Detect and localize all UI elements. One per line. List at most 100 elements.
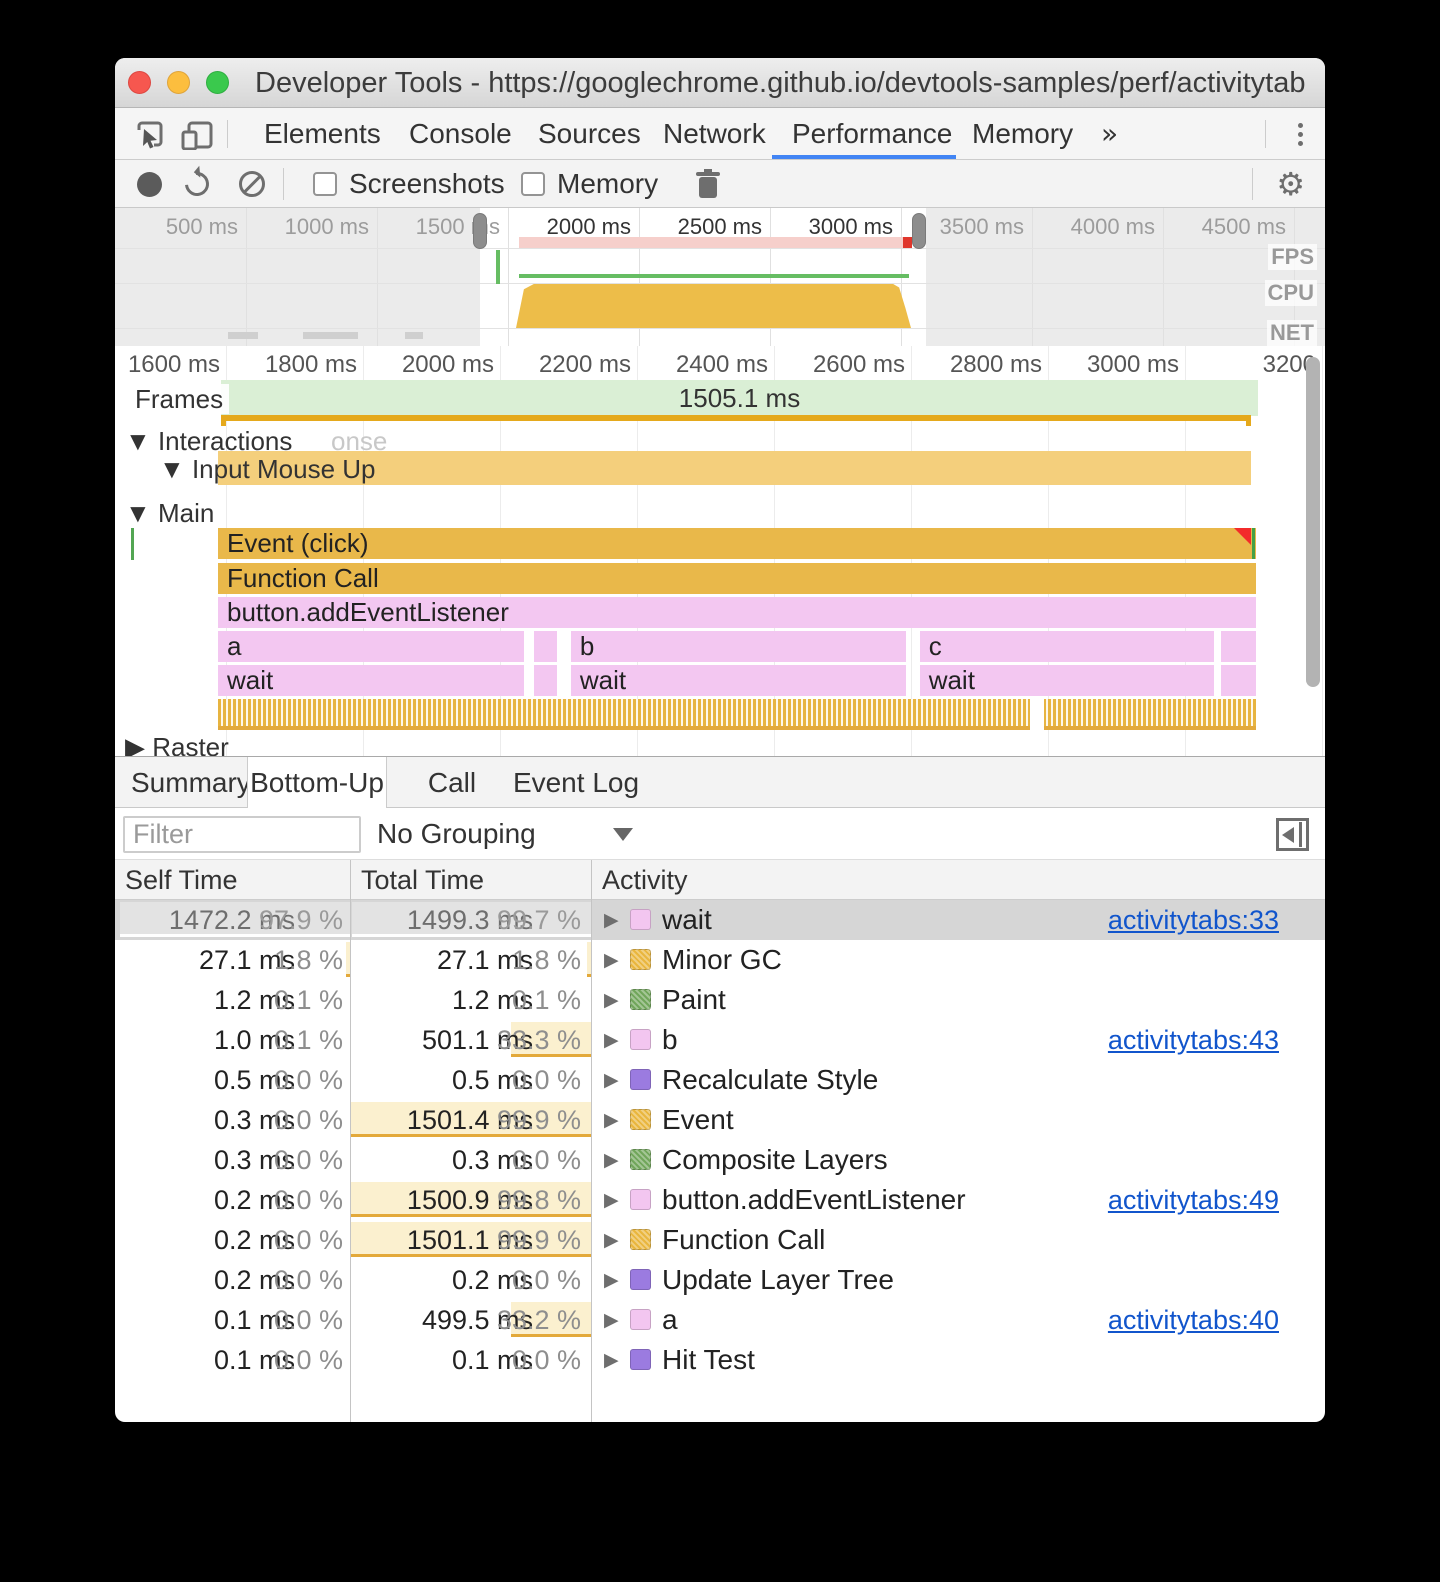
memory-label[interactable]: Memory: [557, 168, 659, 199]
tab-network[interactable]: Network: [663, 118, 766, 149]
time-percent: 0.0 %: [511, 1145, 581, 1175]
flame-row-event[interactable]: Event (click): [218, 528, 1256, 559]
filter-input[interactable]: [123, 816, 361, 853]
source-location-link[interactable]: activitytabs:33: [1107, 905, 1279, 935]
trash-icon[interactable]: [695, 169, 721, 204]
timeline-overview[interactable]: 500 ms 1000 ms 1500 ms 2000 ms 2500 ms 3000 m…: [115, 208, 1325, 346]
selection-handle-left[interactable]: [473, 213, 487, 249]
more-tabs-chevron[interactable]: »: [1101, 117, 1119, 150]
tab-elements[interactable]: Elements: [264, 118, 381, 149]
tab-performance[interactable]: Performance: [792, 118, 953, 149]
flame-chart-pane[interactable]: 1600 ms 1800 ms 2000 ms 2200 ms 2400 ms 2600 …: [115, 346, 1325, 756]
screenshots-checkbox[interactable]: [313, 172, 337, 196]
expand-arrow-icon[interactable]: ▶: [604, 1309, 619, 1331]
activity-cell: ▶ Paint: [592, 980, 1325, 1020]
close-window-button[interactable]: [128, 71, 151, 94]
input-mouse-up-label[interactable]: ▼ Input Mouse Up: [159, 454, 376, 484]
source-location-link[interactable]: activitytabs:49: [1107, 1185, 1279, 1215]
show-sidebar-icon[interactable]: [1276, 818, 1309, 851]
flame-row-wait[interactable]: wait wait wait: [218, 665, 1256, 696]
expand-arrow-icon[interactable]: ▶: [604, 909, 619, 931]
source-location-link[interactable]: activitytabs:40: [1107, 1305, 1279, 1335]
flame-segment[interactable]: wait: [218, 665, 525, 696]
tab-memory[interactable]: Memory: [972, 118, 1074, 149]
selection-handle-right[interactable]: [912, 213, 926, 249]
table-row[interactable]: 1472.2 ms 97.9 % 1499.3 ms 99.7 % ▶ wait activ…: [115, 900, 1325, 940]
tab-sources[interactable]: Sources: [538, 118, 641, 149]
source-location-link[interactable]: activitytabs:43: [1107, 1025, 1279, 1055]
time-value: 499.5 ms: [421, 1305, 533, 1335]
time-percent: 99.8 %: [496, 1185, 581, 1215]
table-row[interactable]: 1.2 ms 0.1 % 1.2 ms 0.1 % ▶ Paint: [115, 980, 1325, 1020]
devtools-menu-icon[interactable]: [1298, 123, 1303, 150]
table-row[interactable]: 0.3 ms 0.0 % 0.3 ms 0.0 % ▶ Composite Layers: [115, 1140, 1325, 1180]
flame-segment[interactable]: [1220, 631, 1256, 662]
expand-arrow-icon[interactable]: ▶: [604, 1269, 619, 1291]
grouping-select[interactable]: No Grouping: [377, 818, 536, 849]
input-mouse-up-bar[interactable]: [218, 451, 1251, 485]
table-row[interactable]: 0.3 ms 0.0 % 1501.4 ms 99.9 % ▶ Event: [115, 1100, 1325, 1140]
flame-segment[interactable]: [1220, 665, 1256, 696]
self-time-cell: 0.3 ms 0.0 %: [115, 1140, 350, 1180]
reload-and-profile-icon[interactable]: [180, 167, 214, 201]
device-toolbar-icon[interactable]: [181, 120, 215, 155]
expand-arrow-icon[interactable]: ▶: [604, 1189, 619, 1211]
flame-segment[interactable]: Event (click): [218, 528, 1256, 559]
table-row[interactable]: 0.2 ms 0.0 % 1500.9 ms 99.8 % ▶ button.addEve…: [115, 1180, 1325, 1220]
flame-segment[interactable]: b: [570, 631, 907, 662]
overview-ruler-label: 1000 ms: [284, 214, 369, 239]
clear-recording-icon[interactable]: [239, 171, 265, 197]
overview-ruler-label: 3000 ms: [808, 214, 893, 239]
raster-track-label[interactable]: ▶ Raster: [125, 732, 229, 756]
expand-arrow-icon[interactable]: ▶: [604, 1029, 619, 1051]
expand-arrow-icon[interactable]: ▶: [604, 949, 619, 971]
table-row[interactable]: 0.1 ms 0.0 % 0.1 ms 0.0 % ▶ Hit Test: [115, 1340, 1325, 1380]
table-row[interactable]: 0.1 ms 0.0 % 499.5 ms 33.2 % ▶ a activitytabs:…: [115, 1300, 1325, 1340]
time-percentage-bar: [351, 1102, 591, 1137]
tab-bottom-up[interactable]: Bottom-Up: [247, 757, 387, 809]
record-button[interactable]: [137, 172, 162, 197]
memory-checkbox[interactable]: [521, 172, 545, 196]
flame-vertical-scrollbar[interactable]: [1306, 357, 1320, 687]
flame-segment[interactable]: wait: [570, 665, 907, 696]
col-total-time[interactable]: Total Time: [361, 865, 485, 895]
expand-arrow-icon[interactable]: ▶: [604, 1109, 619, 1131]
tab-console[interactable]: Console: [409, 118, 512, 149]
flame-segment[interactable]: button.addEventListener: [218, 597, 1256, 628]
flame-segment[interactable]: [533, 665, 558, 696]
flame-segment[interactable]: c: [919, 631, 1215, 662]
expand-arrow-icon[interactable]: ▶: [604, 1069, 619, 1091]
tab-event-log[interactable]: Event Log: [512, 767, 640, 798]
screenshots-label[interactable]: Screenshots: [349, 168, 505, 199]
col-activity[interactable]: Activity: [602, 865, 688, 895]
flame-segment[interactable]: a: [218, 631, 525, 662]
table-row[interactable]: 1.0 ms 0.1 % 501.1 ms 33.3 % ▶ b activitytabs:…: [115, 1020, 1325, 1060]
tab-call-tree[interactable]: Call Tree: [424, 767, 481, 850]
inspect-element-icon[interactable]: [135, 120, 167, 155]
frames-bar[interactable]: 1505.1 ms: [221, 380, 1258, 416]
flame-row-function-call[interactable]: Function Call: [218, 563, 1256, 594]
gc-stripes-row[interactable]: [218, 698, 1256, 730]
table-row[interactable]: 27.1 ms 1.8 % 27.1 ms 1.8 % ▶ Minor GC: [115, 940, 1325, 980]
main-track-label[interactable]: ▼ Main: [125, 498, 215, 528]
expand-arrow-icon[interactable]: ▶: [604, 1229, 619, 1251]
expand-arrow-icon[interactable]: ▶: [604, 1149, 619, 1171]
minimize-window-button[interactable]: [167, 71, 190, 94]
tab-summary[interactable]: Summary: [131, 767, 251, 798]
col-self-time[interactable]: Self Time: [125, 865, 238, 895]
gear-icon[interactable]: ⚙: [1276, 165, 1305, 203]
table-row[interactable]: 0.2 ms 0.0 % 1501.1 ms 99.9 % ▶ Function Call: [115, 1220, 1325, 1260]
category-swatch: [630, 1349, 651, 1370]
expand-arrow-icon[interactable]: ▶: [604, 1349, 619, 1371]
zoom-window-button[interactable]: [206, 71, 229, 94]
expand-arrow-icon[interactable]: ▶: [604, 989, 619, 1011]
table-row[interactable]: 0.2 ms 0.0 % 0.2 ms 0.0 % ▶ Update Layer Tree: [115, 1260, 1325, 1300]
flame-segment[interactable]: wait: [919, 665, 1215, 696]
self-time-cell: 0.2 ms 0.0 %: [115, 1260, 350, 1300]
table-row[interactable]: 0.5 ms 0.0 % 0.5 ms 0.0 % ▶ Recalculate Style: [115, 1060, 1325, 1100]
flame-segment[interactable]: [533, 631, 558, 662]
chevron-down-icon[interactable]: [613, 828, 633, 841]
flame-segment[interactable]: Function Call: [218, 563, 1256, 594]
flame-row-listener[interactable]: button.addEventListener: [218, 597, 1256, 628]
